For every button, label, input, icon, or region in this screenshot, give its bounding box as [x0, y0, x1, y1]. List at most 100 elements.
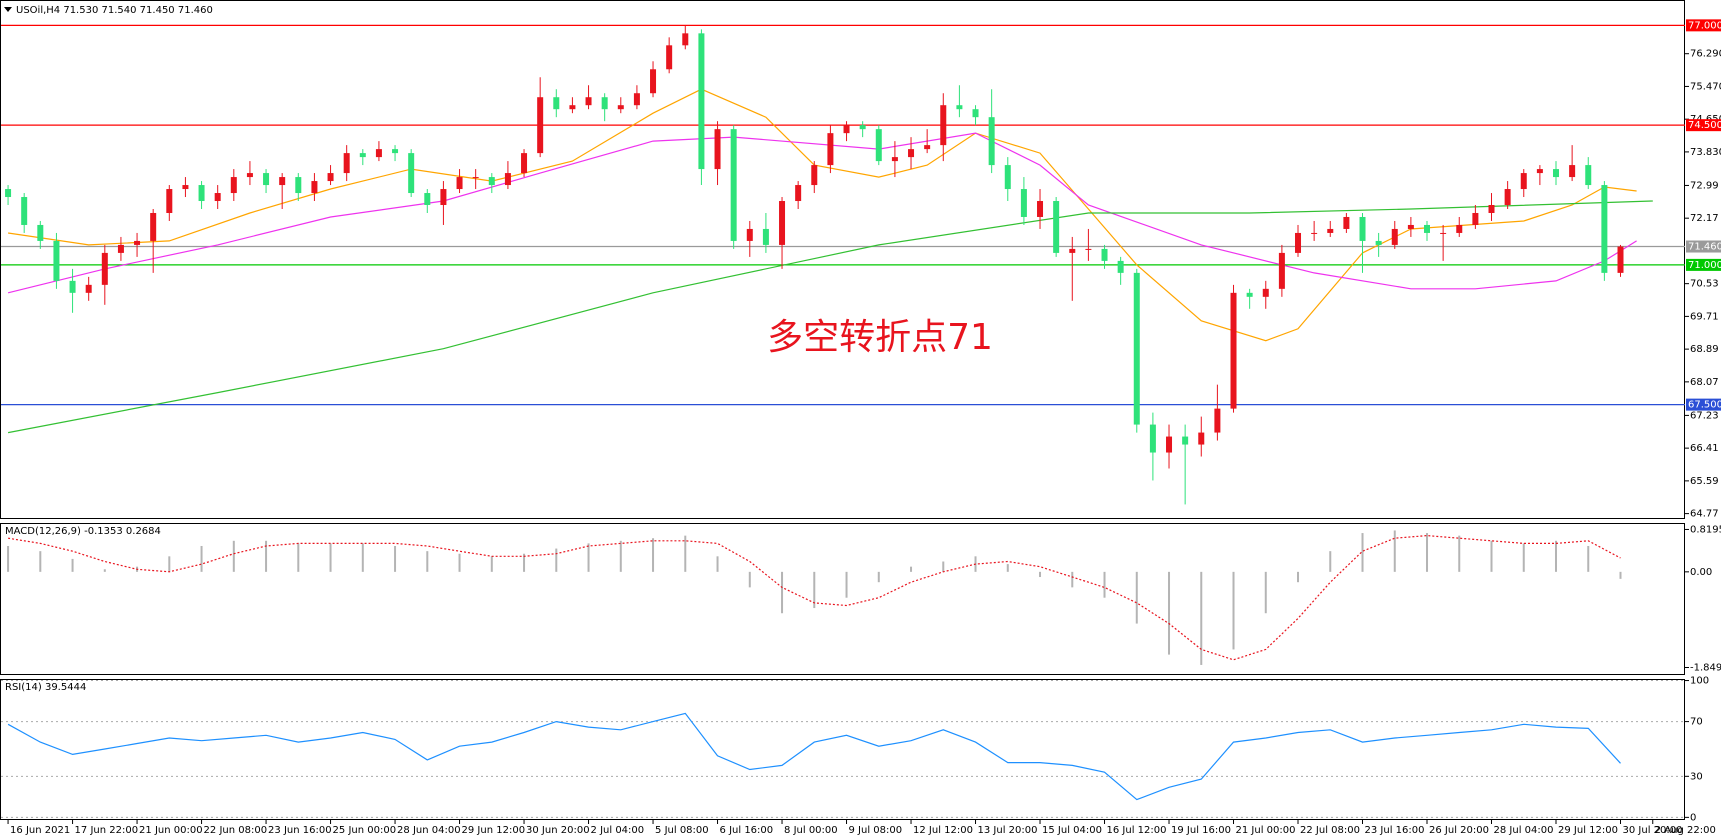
x-tick-label: 15 Jul 04:00: [1042, 825, 1102, 836]
candle-body: [1085, 248, 1092, 250]
y-tick-label: 30: [1690, 771, 1703, 782]
macd-bar: [652, 538, 655, 572]
x-tick-label: 30 Jul 20:00: [1623, 825, 1683, 836]
candle-body: [1311, 232, 1318, 234]
x-tick-label: 2 Jul 04:00: [591, 825, 645, 836]
candle-body: [779, 201, 786, 245]
level-label-box: [1686, 119, 1721, 132]
candle-body: [214, 193, 221, 202]
candle-body: [601, 97, 608, 110]
y-tick-label: 65.59: [1690, 476, 1719, 487]
macd-bar: [1006, 564, 1009, 572]
x-tick-label: 25 Jun 00:00: [333, 825, 397, 836]
candle-body: [972, 109, 979, 118]
macd-bar: [619, 540, 622, 572]
candle-body: [1553, 169, 1560, 178]
candle-body: [1053, 201, 1060, 253]
candle-body: [650, 69, 657, 94]
macd-bar: [1168, 571, 1171, 655]
candle-body: [988, 117, 995, 166]
candle-body: [69, 280, 76, 293]
y-tick-label: 66.41: [1690, 443, 1719, 454]
moving-average: [8, 88, 1637, 342]
x-tick-label: 17 Jun 22:00: [75, 825, 139, 836]
candle-body: [1472, 212, 1479, 225]
candle-body: [21, 197, 28, 225]
candle-body: [37, 224, 44, 241]
candle-body: [940, 105, 947, 146]
y-tick-label: 76.290: [1690, 49, 1721, 60]
macd-bar: [71, 558, 74, 572]
candle-body: [1037, 201, 1044, 217]
candle-body: [1295, 232, 1302, 253]
candle-body: [1020, 189, 1027, 217]
level-label-box: [1686, 240, 1721, 253]
candle-body: [85, 284, 92, 293]
macd-bar: [1039, 571, 1042, 578]
x-tick-label: 16 Jul 12:00: [1107, 825, 1167, 836]
candle-body: [1262, 288, 1269, 297]
candle-body: [698, 33, 705, 170]
candle-body: [150, 212, 157, 241]
candle-body: [666, 45, 673, 70]
macd-bar: [1619, 571, 1622, 579]
level-label: 77.000: [1688, 20, 1721, 31]
macd-bar: [1426, 533, 1429, 572]
macd-bar: [1361, 533, 1364, 572]
macd-bar: [394, 545, 397, 572]
macd-bar: [877, 571, 880, 583]
candle-body: [472, 177, 479, 179]
candle-body: [1117, 260, 1124, 273]
candle-body: [1149, 424, 1156, 453]
macd-bar: [748, 571, 751, 588]
candle-body: [714, 129, 721, 170]
macd-bar: [684, 535, 687, 572]
macd-bar: [1393, 530, 1396, 572]
macd-bar: [1555, 540, 1558, 572]
y-tick-label: 0.00: [1690, 567, 1712, 578]
signal-line: [8, 534, 1621, 661]
candle-body: [1359, 216, 1366, 241]
y-tick-label: 72.99: [1690, 180, 1719, 191]
macd-bar: [1232, 571, 1235, 650]
moving-average: [7, 132, 1637, 294]
x-tick-label: 22 Jun 08:00: [204, 825, 268, 836]
level-label-box: [1686, 258, 1721, 271]
y-tick-label: 68.07: [1690, 377, 1719, 388]
y-tick-label: 64.77: [1690, 509, 1719, 520]
candle-body: [134, 240, 141, 245]
candle-body: [424, 193, 431, 206]
candle-body: [343, 153, 350, 174]
candle-body: [1391, 228, 1398, 245]
candle-body: [182, 185, 189, 190]
candle-body: [166, 189, 173, 213]
macd-bar: [103, 569, 106, 572]
candle-body: [1617, 246, 1624, 273]
level-label: 67.500: [1688, 400, 1721, 411]
macd-bar: [1458, 535, 1461, 572]
y-tick-label: 100: [1690, 676, 1709, 687]
macd-bar: [232, 540, 235, 572]
x-tick-label: 26 Jul 20:00: [1429, 825, 1489, 836]
candle-body: [762, 228, 769, 245]
candle-body: [488, 177, 495, 186]
candle-body: [1569, 165, 1576, 178]
macd-bar: [426, 551, 429, 572]
chart-title: USOil,H4 71.530 71.540 71.450 71.460: [16, 5, 213, 16]
macd-bar: [781, 571, 784, 614]
rsi-line: [7, 712, 1621, 801]
candle-body: [1182, 436, 1189, 445]
x-tick-label: 30 Jun 20:00: [526, 825, 590, 836]
candle-body: [311, 181, 318, 194]
candle-body: [279, 177, 286, 186]
macd-bar: [1587, 545, 1590, 572]
x-tick-label: 9 Jul 08:00: [849, 825, 903, 836]
candle-body: [327, 173, 334, 182]
macd-bar: [523, 553, 526, 572]
level-label-box: [1686, 398, 1721, 411]
level-label: 74.500: [1688, 120, 1721, 131]
candle-body: [1456, 224, 1463, 233]
x-tick-label: 12 Jul 12:00: [913, 825, 973, 836]
candle-body: [198, 185, 205, 202]
candle-body: [843, 125, 850, 134]
